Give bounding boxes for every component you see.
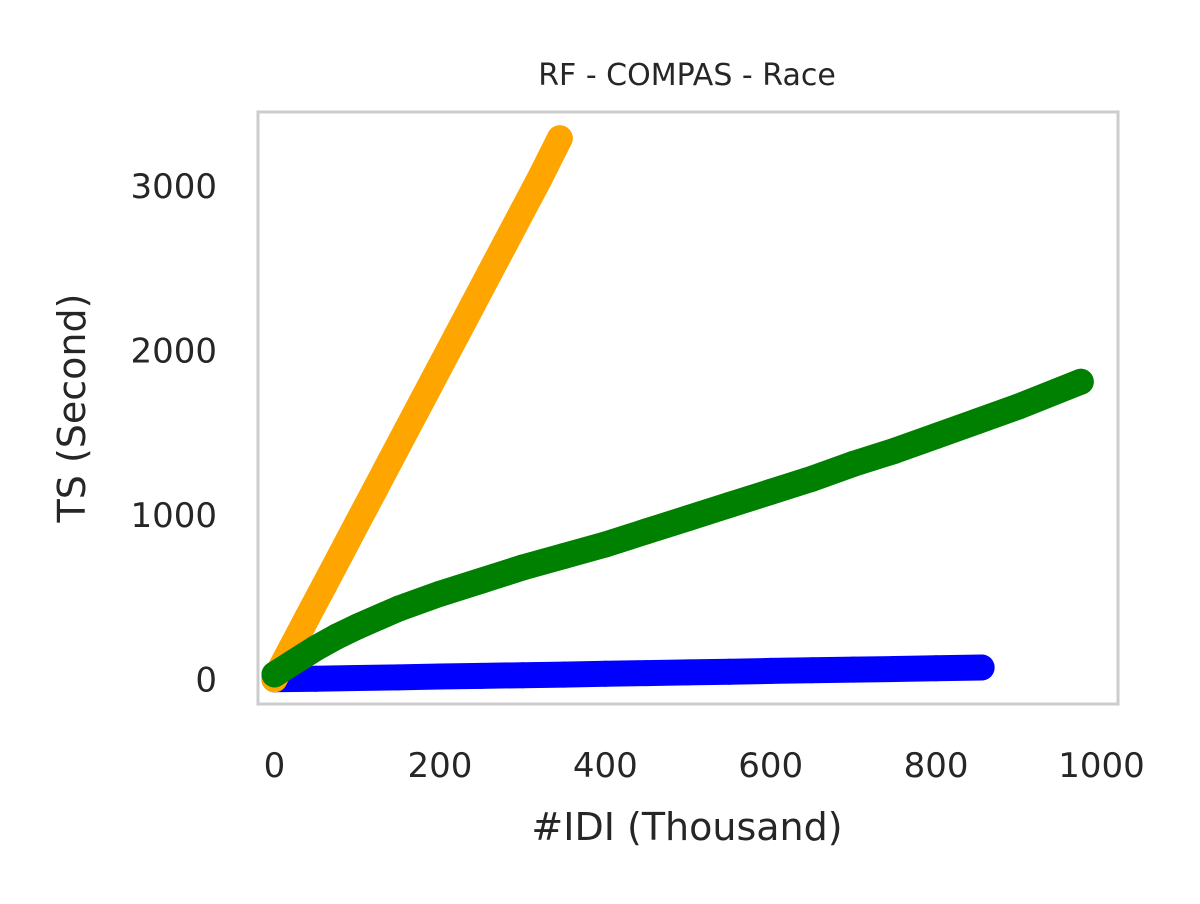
x-tick-label: 600 <box>738 746 803 786</box>
series-2-point <box>923 423 950 449</box>
series-2-point <box>799 465 825 492</box>
y-tick-label: 3000 <box>130 167 217 207</box>
series-1-point <box>460 291 486 318</box>
series-1-point <box>493 228 520 255</box>
x-tick-label: 800 <box>904 746 969 786</box>
series-1-point <box>327 541 354 568</box>
x-tick-labels: 0 200 400 600 800 1000 <box>264 746 1145 786</box>
series-1-point <box>410 385 437 412</box>
series-1-point <box>426 353 453 380</box>
series-2-point <box>716 492 743 518</box>
series-0-trace <box>261 654 995 693</box>
plot-frame <box>256 110 1120 706</box>
series-0-point <box>302 665 329 692</box>
series-layer <box>261 125 1094 693</box>
series-2-point <box>344 613 371 640</box>
series-2-point <box>675 505 701 532</box>
series-0-point <box>716 658 743 685</box>
series-0-point <box>840 656 867 683</box>
series-2-point <box>551 543 577 569</box>
y-tick-label: 0 <box>195 660 217 700</box>
series-0-point <box>468 662 495 689</box>
series-1-point <box>526 166 553 193</box>
series-1-point <box>311 572 338 599</box>
series-2-point <box>323 623 350 650</box>
series-0-point <box>968 654 995 681</box>
series-0-point <box>675 659 701 686</box>
x-tick-label: 0 <box>264 746 286 786</box>
y-tick-label: 2000 <box>130 331 217 371</box>
series-1-point <box>344 510 371 537</box>
series-2-point <box>282 648 309 675</box>
x-tick-label: 200 <box>407 746 472 786</box>
series-0-point <box>799 657 825 684</box>
series-0-point <box>385 664 412 691</box>
series-2-point <box>881 437 908 464</box>
series-2-point <box>964 408 991 435</box>
series-0-point <box>881 656 908 682</box>
series-2-point <box>261 661 288 688</box>
series-2-point <box>840 450 867 477</box>
series-1-point <box>393 416 420 443</box>
series-2-point <box>426 580 453 607</box>
series-0-point <box>757 657 784 684</box>
series-2-point <box>592 531 619 558</box>
series-1-point <box>443 322 470 349</box>
series-2-point <box>302 635 329 662</box>
chart-title: RF - COMPAS - Race <box>538 58 836 93</box>
series-0-point <box>923 655 950 682</box>
series-0-point <box>633 660 660 687</box>
series-1-point <box>360 478 387 505</box>
series-2-point <box>1005 393 1032 420</box>
x-axis-label: #IDI (Thousand) <box>531 805 842 849</box>
series-0-point <box>551 661 577 688</box>
series-2-point <box>509 554 536 581</box>
series-2 <box>261 368 1094 688</box>
series-2-point <box>757 478 784 505</box>
y-tick-label: 1000 <box>130 496 217 536</box>
series-2-point <box>633 518 660 545</box>
x-tick-label: 400 <box>573 746 638 786</box>
x-tick-label: 1000 <box>1058 746 1145 786</box>
series-1-point <box>294 603 321 630</box>
series-2-point <box>385 595 412 622</box>
series-0-point <box>509 662 536 689</box>
series-0-point <box>344 665 371 691</box>
y-axis-label: TS (Second) <box>50 294 94 524</box>
series-2-point <box>1067 368 1094 395</box>
series-2-point <box>468 567 495 594</box>
series-0-point <box>592 660 619 687</box>
series-1-point <box>377 447 404 474</box>
series-1-point <box>476 260 503 287</box>
series-1-point <box>546 125 573 152</box>
series-1-point <box>509 197 536 224</box>
y-tick-labels: 0 1000 2000 3000 <box>130 167 217 700</box>
series-0-point <box>426 663 453 690</box>
